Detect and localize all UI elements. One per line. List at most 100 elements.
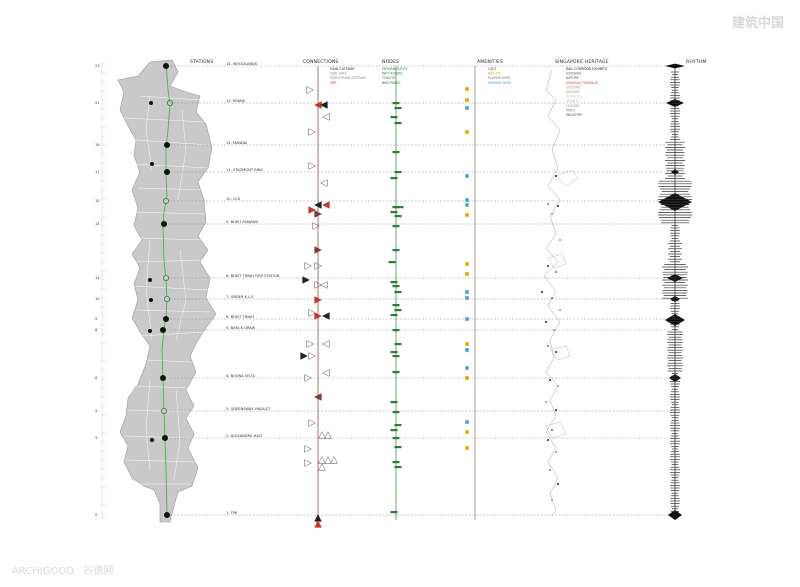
ruler-label: 8 <box>95 328 98 332</box>
heritage-point <box>547 439 549 441</box>
heritage-point <box>547 203 549 205</box>
map-station-dot <box>160 220 167 227</box>
heritage-point <box>547 265 549 267</box>
amenity-square <box>465 174 469 178</box>
amenity-square <box>465 87 469 91</box>
connection-triangle <box>324 431 332 439</box>
connection-triangle <box>304 374 312 382</box>
connection-triangle <box>308 309 316 317</box>
node-tick <box>392 355 400 358</box>
connection-triangle <box>314 520 322 528</box>
ruler-label: 11 <box>95 276 100 280</box>
node-tick <box>390 401 398 404</box>
connection-triangle <box>308 419 316 427</box>
heritage-point <box>551 213 553 215</box>
connection-triangle <box>314 393 322 401</box>
heritage-point <box>551 297 553 299</box>
connection-triangle <box>300 352 308 360</box>
node-tick <box>390 351 398 354</box>
connection-triangle <box>304 459 312 467</box>
header-amenities: AMENITIES <box>477 59 503 65</box>
map-station-dot <box>159 374 166 381</box>
station-label: 4. BUONA VISTA <box>226 374 255 378</box>
connection-markers <box>300 86 338 528</box>
map-station-dot <box>160 407 167 414</box>
ruler-label: 15 <box>95 199 100 203</box>
rhythm-diamond <box>671 169 679 175</box>
rail-track <box>161 61 171 515</box>
amenity-square <box>465 366 469 370</box>
header-connections: CONNECTIONS <box>303 59 338 65</box>
heritage-point <box>541 291 543 293</box>
node-tick <box>392 206 400 209</box>
node-tick <box>392 249 400 252</box>
amenity-square <box>465 213 469 217</box>
node-tick <box>390 116 398 119</box>
rhythm-diamond <box>665 314 685 326</box>
heritage-point <box>557 483 559 485</box>
ruler-label: 10 <box>95 297 100 301</box>
legend-entry: SCHOOLS <box>566 95 581 99</box>
heritage-point <box>555 351 557 353</box>
heritage-point <box>553 329 555 331</box>
node-tick <box>388 261 396 264</box>
map-access-dot <box>149 101 153 105</box>
watermark-top-right: 建筑中国 <box>731 16 784 31</box>
node-tick <box>390 314 398 317</box>
heritage-trace <box>541 69 579 517</box>
node-tick <box>394 466 402 469</box>
legend-entry: UNUSUAL FINDINGS <box>566 81 598 85</box>
map-station-markers <box>148 63 173 519</box>
node-tick <box>392 285 400 288</box>
connection-triangle <box>302 276 310 284</box>
heritage-point <box>557 205 559 207</box>
heritage-point <box>559 309 561 311</box>
station-label: 13. KRANJI <box>226 99 245 103</box>
station-label: 14. WOODLANDS <box>226 62 258 66</box>
ruler-label: 14 <box>95 222 100 226</box>
heritage-points <box>541 175 561 501</box>
heritage-point <box>545 401 547 403</box>
node-tick <box>392 371 400 374</box>
station-label: 6. BUKIT TIMAH <box>226 315 254 319</box>
legend-entry: ENTRANCE/EXIT <box>382 67 407 71</box>
map-access-dot <box>149 298 153 302</box>
legend-entry: PARKING BAYS <box>488 81 511 85</box>
station-label: 7. UNDER K.L.E <box>226 295 254 299</box>
connection-triangle <box>322 201 330 209</box>
connection-triangle <box>324 456 332 464</box>
connection-triangle <box>304 445 312 453</box>
node-tick <box>394 171 402 174</box>
node-tick <box>390 429 398 432</box>
node-tick <box>392 437 400 440</box>
node-tick <box>396 206 404 209</box>
legend-entry: NATURE <box>566 76 579 80</box>
heritage-point <box>551 429 553 431</box>
map-access-dot <box>150 162 154 166</box>
node-tick <box>390 281 398 284</box>
node-tick <box>394 122 402 125</box>
rhythm-diamond <box>669 374 681 382</box>
amenity-square <box>465 430 469 434</box>
amenity-square <box>465 203 469 207</box>
node-tick <box>394 107 402 110</box>
node-tick <box>390 177 398 180</box>
header-nodes: NODES <box>382 59 399 65</box>
connection-triangle <box>306 86 314 94</box>
legend-heritage: RAIL CORRIDOR EXHIBITSHOUSINGNATUREUNUSU… <box>566 67 607 117</box>
connection-triangle <box>312 222 320 230</box>
heritage-point <box>547 345 549 347</box>
connection-triangle <box>318 431 326 439</box>
heritage-point <box>557 385 559 387</box>
station-label: 2. ALEXANDRA HALT <box>226 434 263 438</box>
map-station-dot <box>162 63 169 70</box>
amenity-square <box>465 348 469 352</box>
ruler-label: 21 <box>95 101 100 105</box>
header-heritage: SINGAPORE HERITAGE <box>555 59 609 65</box>
amenity-square <box>465 296 469 300</box>
connection-triangle <box>308 206 316 214</box>
connection-triangle <box>320 179 328 187</box>
connection-triangle <box>318 456 326 464</box>
